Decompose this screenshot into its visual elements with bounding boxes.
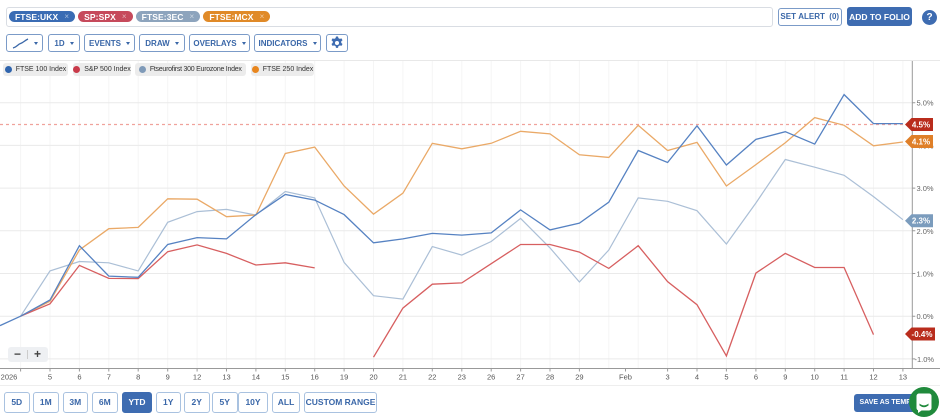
- svg-text:6: 6: [77, 373, 81, 382]
- svg-text:4.5%: 4.5%: [912, 121, 930, 130]
- svg-text:20: 20: [369, 373, 377, 382]
- svg-text:15: 15: [281, 373, 289, 382]
- svg-text:12: 12: [869, 373, 877, 382]
- svg-text:8: 8: [136, 373, 140, 382]
- svg-text:0.0%: 0.0%: [917, 312, 934, 321]
- svg-text:2.0%: 2.0%: [917, 227, 934, 236]
- svg-text:27: 27: [516, 373, 524, 382]
- svg-text:28: 28: [546, 373, 554, 382]
- svg-text:-0.4%: -0.4%: [912, 330, 933, 339]
- svg-text:5: 5: [48, 373, 52, 382]
- svg-text:19: 19: [340, 373, 348, 382]
- svg-text:29: 29: [575, 373, 583, 382]
- svg-text:13: 13: [222, 373, 230, 382]
- svg-text:-1.0%: -1.0%: [915, 355, 935, 364]
- svg-text:11: 11: [840, 373, 848, 382]
- svg-text:2026: 2026: [1, 373, 18, 382]
- svg-text:12: 12: [193, 373, 201, 382]
- svg-text:14: 14: [252, 373, 260, 382]
- svg-text:21: 21: [399, 373, 407, 382]
- svg-text:22: 22: [428, 373, 436, 382]
- svg-text:6: 6: [754, 373, 758, 382]
- svg-text:2.3%: 2.3%: [912, 217, 930, 226]
- svg-text:3.0%: 3.0%: [917, 184, 934, 193]
- svg-text:5: 5: [724, 373, 728, 382]
- svg-text:4: 4: [695, 373, 699, 382]
- svg-text:13: 13: [899, 373, 907, 382]
- svg-text:5.0%: 5.0%: [917, 99, 934, 108]
- svg-text:9: 9: [783, 373, 787, 382]
- svg-text:3: 3: [666, 373, 670, 382]
- svg-text:Feb: Feb: [619, 373, 632, 382]
- svg-text:16: 16: [311, 373, 319, 382]
- svg-text:7: 7: [107, 373, 111, 382]
- svg-text:10: 10: [811, 373, 819, 382]
- svg-text:1.0%: 1.0%: [917, 270, 934, 279]
- svg-text:23: 23: [458, 373, 466, 382]
- svg-text:9: 9: [166, 373, 170, 382]
- svg-text:4.1%: 4.1%: [912, 138, 930, 147]
- svg-text:26: 26: [487, 373, 495, 382]
